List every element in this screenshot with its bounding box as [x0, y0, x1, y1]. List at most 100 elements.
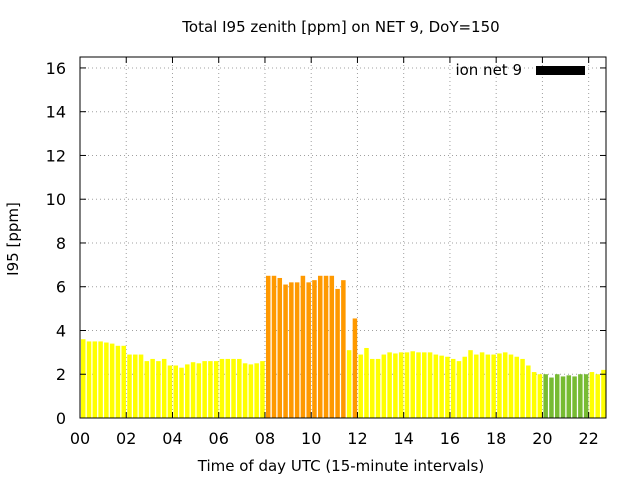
bar [242, 363, 248, 418]
bar [554, 374, 560, 418]
x-tick-label: 14 [394, 429, 414, 448]
bar [560, 376, 566, 418]
bar [583, 374, 589, 418]
bar [508, 354, 514, 418]
y-tick-label: 8 [56, 234, 66, 253]
bar [566, 375, 572, 418]
bar [161, 358, 167, 418]
y-tick-label: 6 [56, 278, 66, 297]
bar [271, 275, 277, 418]
x-tick-label: 02 [116, 429, 136, 448]
bar [86, 341, 92, 418]
bar [306, 282, 311, 418]
plot-frame [79, 56, 607, 419]
y-axis-label: I95 [ppm] [4, 202, 22, 276]
bar [358, 354, 363, 418]
bar [398, 352, 404, 418]
x-tick-label: 20 [532, 429, 552, 448]
bar [237, 358, 242, 418]
grid-layer [80, 57, 606, 418]
x-axis-label: Time of day UTC (15-minute intervals) [197, 457, 484, 475]
bar [387, 352, 392, 418]
bar [150, 358, 155, 418]
bar [341, 280, 346, 418]
bar [115, 345, 121, 418]
bar [572, 376, 577, 418]
bar [537, 374, 543, 418]
y-tick-label: 10 [46, 190, 66, 209]
legend-swatch [536, 66, 585, 75]
bar [109, 343, 115, 418]
bar [208, 361, 213, 418]
bar [456, 361, 462, 418]
bar [277, 277, 283, 418]
bar [491, 354, 496, 418]
bar [185, 364, 190, 418]
bar [370, 358, 375, 418]
bar [485, 354, 491, 418]
bar [474, 354, 479, 418]
bar [375, 358, 381, 418]
bar [352, 318, 358, 418]
bar [410, 351, 415, 418]
x-tick-label: 10 [301, 429, 321, 448]
y-tick-label: 16 [46, 59, 66, 78]
bar [144, 361, 150, 418]
bar [520, 358, 525, 418]
bar [502, 352, 508, 418]
bar [283, 284, 288, 418]
bar [196, 363, 202, 418]
bar [121, 345, 126, 418]
bar [219, 358, 225, 418]
bar [300, 275, 306, 418]
bar [289, 282, 294, 418]
bar [104, 342, 109, 418]
bar [202, 361, 207, 418]
bar [260, 361, 265, 418]
x-tick-label: 04 [162, 429, 182, 448]
x-tick-label: 12 [347, 429, 367, 448]
bar [81, 339, 86, 418]
bar [346, 350, 352, 418]
y-tick-label: 14 [46, 103, 66, 122]
legend-label: ion net 9 [455, 61, 522, 79]
bar [138, 354, 144, 418]
x-tick-label: 06 [209, 429, 229, 448]
bar [167, 365, 173, 418]
bar [213, 361, 219, 418]
y-tick-label: 2 [56, 365, 66, 384]
bar [549, 377, 554, 418]
x-tick-label: 00 [70, 429, 90, 448]
bar [231, 358, 236, 418]
bars-layer [81, 275, 606, 418]
bar [543, 374, 548, 418]
bar [601, 369, 606, 418]
bar [317, 275, 323, 418]
bar [133, 354, 138, 418]
bar [323, 275, 329, 418]
bar [589, 372, 595, 418]
bar [92, 341, 98, 418]
bar [433, 354, 439, 418]
bar [127, 354, 132, 418]
bar [156, 361, 161, 418]
bar [190, 362, 196, 418]
bar [312, 280, 317, 418]
bar [422, 352, 427, 418]
bar [526, 365, 531, 418]
y-tick-label: 12 [46, 146, 66, 165]
bar [393, 353, 398, 418]
bar [364, 347, 369, 418]
bar [416, 352, 421, 418]
x-tick-label: 18 [486, 429, 506, 448]
bar [173, 365, 178, 418]
x-tick-label: 16 [440, 429, 460, 448]
bar [265, 275, 271, 418]
bar [225, 358, 231, 418]
bar [381, 354, 387, 418]
bar [427, 352, 433, 418]
chart-title: Total I95 zenith [ppm] on NET 9, DoY=150 [181, 18, 499, 36]
bar [294, 282, 300, 418]
